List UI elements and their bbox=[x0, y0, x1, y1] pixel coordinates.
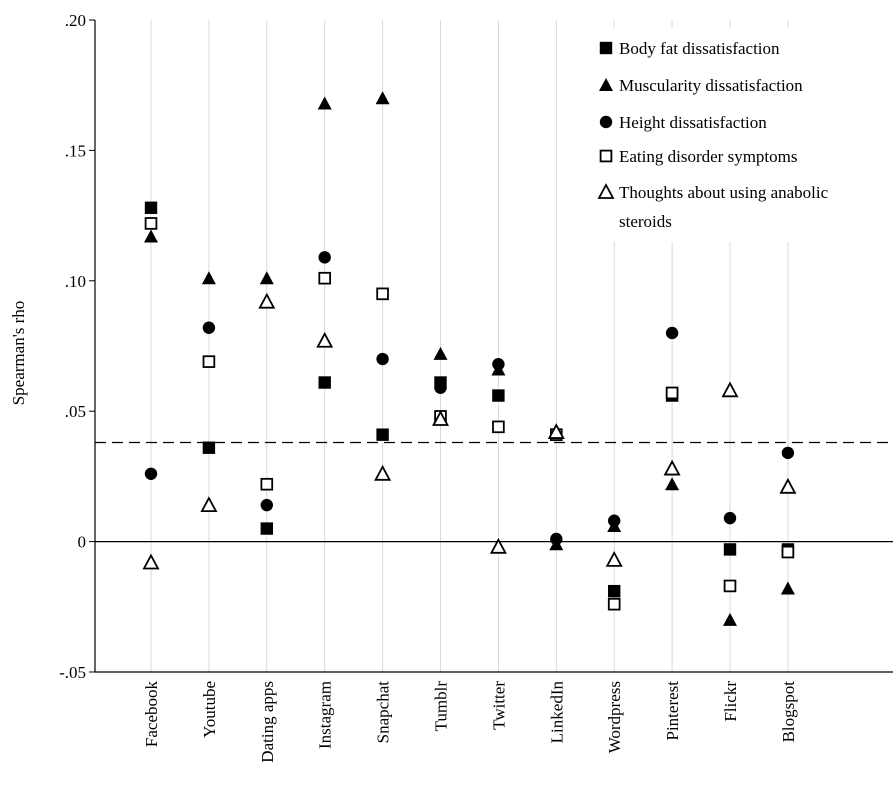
filled-circle-point-facebook bbox=[144, 467, 158, 480]
x-category-label: Tumblr bbox=[432, 681, 451, 732]
filled-circle-point-wordpress bbox=[608, 514, 621, 527]
legend-marker-open-triangle bbox=[597, 183, 615, 199]
legend-marker-open-square bbox=[599, 149, 613, 163]
axes bbox=[89, 19, 893, 673]
filled-square-point-snapchat bbox=[376, 428, 389, 441]
filled-circle-point-pinterest bbox=[665, 326, 679, 340]
legend-box bbox=[582, 28, 888, 242]
x-category-label: Youtube bbox=[200, 681, 219, 738]
filled-circle-point-linkedin bbox=[550, 532, 563, 546]
x-category-label: Blogspot bbox=[779, 681, 798, 743]
legend-marker-filled-triangle bbox=[599, 78, 613, 91]
legend-label: Height dissatisfaction bbox=[619, 113, 767, 132]
open-triangle-point-twitter bbox=[489, 537, 507, 554]
filled-square-point-facebook bbox=[144, 201, 158, 214]
open-square-point-instagram bbox=[318, 271, 331, 285]
y-tick-label: .15 bbox=[65, 141, 86, 160]
filled-square-point-dating-apps bbox=[260, 522, 273, 535]
open-triangle-point-snapchat bbox=[374, 464, 392, 481]
legend-marker-filled-square bbox=[599, 41, 613, 55]
y-tick-label: .10 bbox=[65, 272, 86, 291]
filled-circle-point-blogspot bbox=[781, 446, 795, 460]
filled-circle-point-tumblr bbox=[434, 381, 447, 394]
filled-triangle-point-pinterest bbox=[665, 477, 680, 491]
y-tick-label: 0 bbox=[78, 533, 87, 552]
y-axis-title: Spearman's rho bbox=[9, 301, 28, 406]
filled-triangle-point-tumblr bbox=[433, 346, 448, 360]
open-triangle-point-tumblr bbox=[431, 410, 450, 426]
filled-circle-point-twitter bbox=[492, 358, 505, 371]
filled-circle-point-youtube bbox=[202, 321, 216, 334]
filled-square-point-wordpress bbox=[608, 584, 621, 598]
open-triangle-point-linkedin bbox=[547, 423, 565, 439]
legend-label: Body fat dissatisfaction bbox=[619, 39, 780, 58]
x-category-label: Twitter bbox=[489, 681, 508, 730]
reference-lines bbox=[95, 441, 893, 543]
y-tick-label: .05 bbox=[65, 402, 86, 421]
open-triangle-point-instagram bbox=[316, 331, 334, 348]
legend: Body fat dissatisfaction Muscularity diss… bbox=[582, 28, 888, 242]
open-square-point-dating-apps bbox=[260, 477, 274, 491]
filled-circle-point-instagram bbox=[318, 251, 331, 264]
open-square-point-pinterest bbox=[665, 386, 679, 400]
filled-circle-point-snapchat bbox=[376, 352, 389, 366]
filled-triangle-point-flickr bbox=[723, 612, 737, 626]
filled-circle-point-dating-apps bbox=[260, 498, 273, 512]
filled-triangle-point-youtube bbox=[201, 271, 216, 285]
open-square-point-twitter bbox=[492, 420, 505, 434]
open-square-point-youtube bbox=[202, 355, 216, 368]
filled-circle-point-flickr bbox=[723, 511, 737, 525]
y-tick-label: -.05 bbox=[59, 663, 86, 682]
x-category-label: Wordpress bbox=[605, 681, 624, 753]
open-square-point-facebook bbox=[144, 217, 158, 230]
open-triangle-point-wordpress bbox=[605, 550, 623, 567]
legend-label: Eating disorder symptoms bbox=[619, 147, 797, 166]
open-square-point-blogspot bbox=[781, 545, 795, 559]
filled-square-point-instagram bbox=[318, 376, 331, 389]
filled-triangle-point-snapchat bbox=[375, 91, 390, 105]
x-category-label: Dating apps bbox=[258, 681, 277, 763]
legend-label: Muscularity dissatisfaction bbox=[619, 76, 803, 95]
legend-label: steroids bbox=[619, 212, 672, 231]
filled-triangle-point-blogspot bbox=[780, 581, 795, 595]
open-triangle-point-pinterest bbox=[663, 459, 681, 476]
legend-marker-filled-circle bbox=[599, 115, 613, 129]
legend-label: Thoughts about using anabolic bbox=[619, 183, 829, 202]
filled-triangle-point-facebook bbox=[144, 229, 158, 243]
data-points bbox=[142, 91, 797, 626]
x-category-label: Facebook bbox=[142, 681, 161, 748]
filled-triangle-point-dating-apps bbox=[259, 271, 274, 285]
x-category-label: Pinterest bbox=[663, 681, 682, 741]
x-category-label: Snapchat bbox=[374, 681, 393, 744]
open-triangle-point-blogspot bbox=[779, 477, 797, 494]
y-tick-labels: -.05 0 .05 .10 .15 .20 bbox=[59, 11, 86, 682]
x-category-label: Flickr bbox=[721, 681, 740, 722]
filled-square-point-twitter bbox=[492, 389, 505, 402]
x-category-label: LinkedIn bbox=[547, 681, 566, 744]
open-triangle-point-youtube bbox=[200, 496, 218, 512]
x-category-label: Instagram bbox=[316, 681, 335, 749]
x-category-labels: Facebook Youtube Dating apps Instagram Snapc… bbox=[142, 681, 798, 763]
filled-square-point-flickr bbox=[723, 543, 737, 556]
open-triangle-point-facebook bbox=[142, 553, 160, 570]
open-triangle-point-flickr bbox=[721, 381, 739, 398]
y-tick-label: .20 bbox=[65, 11, 86, 30]
open-square-point-snapchat bbox=[376, 287, 389, 301]
filled-square-point-youtube bbox=[202, 441, 216, 454]
open-triangle-point-dating-apps bbox=[258, 292, 276, 309]
open-square-point-wordpress bbox=[607, 597, 621, 611]
open-square-point-flickr bbox=[723, 579, 737, 593]
filled-triangle-point-instagram bbox=[317, 96, 332, 110]
